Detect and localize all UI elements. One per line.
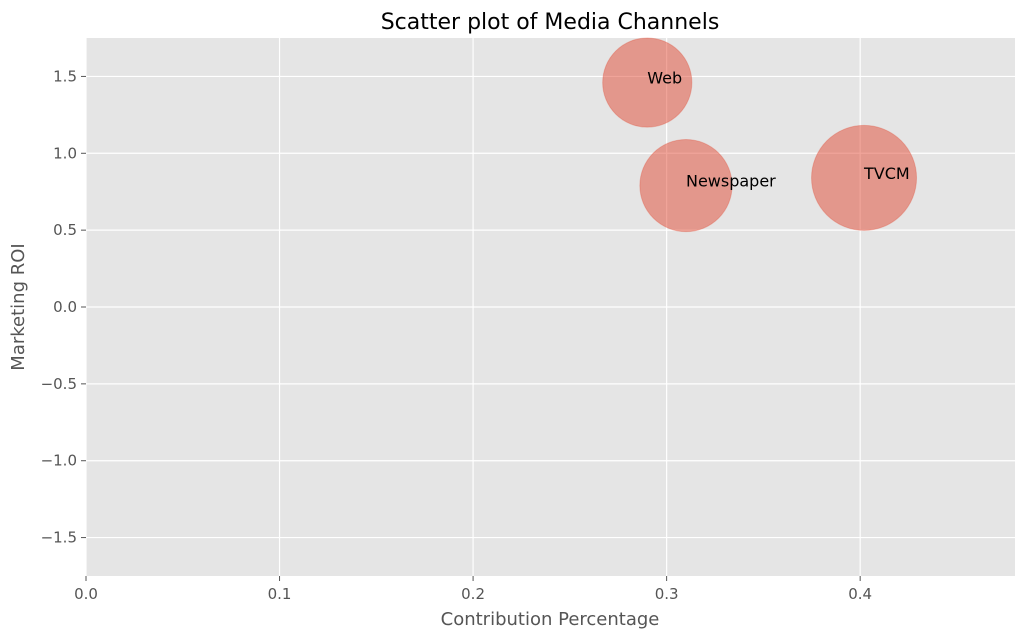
chart-title: Scatter plot of Media Channels: [381, 10, 720, 35]
x-tick-label: 0.0: [74, 585, 98, 603]
y-tick-label: 0.0: [53, 298, 77, 316]
y-tick-label: 1.5: [53, 67, 77, 85]
marker-newspaper: [639, 138, 733, 233]
x-tick-label: 0.1: [268, 585, 292, 603]
x-tick-label: 0.3: [655, 585, 679, 603]
x-tick-label: 0.4: [848, 585, 872, 603]
y-tick-label: 0.5: [53, 221, 77, 239]
y-axis-label: Marketing ROI: [8, 243, 29, 370]
x-tick-label: 0.2: [461, 585, 485, 603]
y-tick-label: 1.0: [53, 144, 77, 162]
point-labels: Web Newspaper TVCM: [647, 69, 909, 191]
point-label-newspaper: Newspaper: [686, 172, 776, 191]
markers: [602, 37, 918, 233]
y-axis-ticks: −1.5 −1.0 −0.5 0.0 0.5 1.0 1.5: [41, 67, 86, 547]
x-axis-ticks: 0.0 0.1 0.2 0.3 0.4: [74, 576, 872, 603]
y-tick-label: −1.0: [41, 452, 77, 470]
x-axis-label: Contribution Percentage: [441, 609, 660, 630]
marker-tvcm: [811, 124, 918, 231]
point-label-tvcm: TVCM: [863, 164, 910, 183]
marker-web: [602, 37, 693, 128]
y-tick-label: −1.5: [41, 529, 77, 547]
y-tick-label: −0.5: [41, 375, 77, 393]
point-label-web: Web: [647, 69, 682, 88]
